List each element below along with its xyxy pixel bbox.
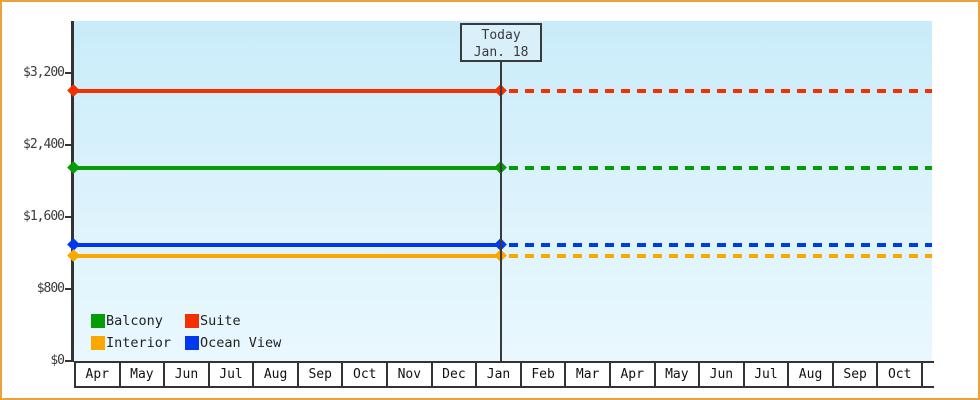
y-tick-label: $0: [50, 353, 65, 368]
x-axis-month-cell: Dec: [432, 363, 478, 386]
series-line-balcony: [74, 166, 502, 171]
legend-item-interior[interactable]: Interior: [91, 335, 185, 351]
y-tick-label: $1,600: [23, 208, 65, 224]
y-tick-label: $2,400: [23, 136, 65, 152]
series-line-ocean-view: [74, 242, 502, 247]
x-axis-month-cell: Jun: [165, 363, 210, 386]
x-axis-month-cell: Jul: [209, 363, 255, 386]
x-axis-month-strip: Apr May Jun Jul Aug Sep Oct Nov Dec Jan Feb Mar Apr M…: [74, 361, 934, 388]
x-axis-month-cell: Sep: [298, 363, 344, 386]
y-tick-mark: [65, 287, 72, 290]
x-axis-month-cell: May: [655, 363, 701, 386]
legend-color-swatch: [91, 336, 105, 350]
legend-color-swatch: [91, 314, 105, 328]
series-forecast-balcony: [509, 166, 932, 171]
plot-area[interactable]: [74, 21, 932, 362]
series-forecast-interior: [509, 254, 932, 259]
legend-label: Balcony: [106, 313, 163, 329]
y-axis: [71, 21, 74, 362]
y-tick-mark: [65, 215, 72, 218]
legend-label: Ocean View: [200, 335, 282, 351]
series-forecast-ocean-view: [509, 242, 932, 247]
chart-legend: Balcony Suite Interior Ocean View: [91, 313, 281, 351]
legend-label: Interior: [106, 335, 172, 351]
legend-color-swatch: [185, 314, 199, 328]
y-tick-label: $3,200: [23, 64, 65, 80]
legend-item-balcony[interactable]: Balcony: [91, 313, 185, 329]
legend-item-suite[interactable]: Suite: [185, 313, 281, 329]
x-axis-month-cell: Oct: [343, 363, 389, 386]
x-axis-month-cell: Sep: [833, 363, 879, 386]
legend-label: Suite: [200, 313, 241, 329]
x-axis-month-cell: Aug: [254, 363, 299, 386]
x-axis-month-cell: Oct: [878, 363, 923, 386]
legend-color-swatch: [185, 336, 199, 350]
y-tick-mark: [65, 143, 72, 146]
x-axis-month-cell: Nov: [388, 363, 433, 386]
today-marker-line: [500, 61, 503, 362]
series-line-suite: [74, 89, 502, 94]
x-axis-month-cell: Jun: [700, 363, 745, 386]
x-axis-month-cell: Jan: [477, 363, 522, 386]
x-axis-month-cell: Aug: [789, 363, 834, 386]
x-axis-month-cell: Apr: [610, 363, 656, 386]
x-axis-month-cell: Jul: [744, 363, 790, 386]
x-axis-month-cell: Apr: [76, 363, 121, 386]
today-annotation-box: Today Jan. 18: [460, 23, 543, 62]
y-tick-label: $800: [36, 280, 65, 296]
today-date-label: Jan. 18: [473, 45, 529, 60]
x-axis-month-cell: Mar: [566, 363, 611, 386]
x-axis-empty-cell: [922, 363, 934, 386]
legend-item-ocean-view[interactable]: Ocean View: [185, 335, 281, 351]
y-tick-mark: [65, 71, 72, 74]
today-label: Today: [481, 28, 521, 43]
x-axis-month-cell: May: [120, 363, 166, 386]
series-forecast-suite: [509, 89, 932, 94]
series-line-interior: [74, 254, 502, 259]
x-axis-month-cell: Feb: [521, 363, 567, 386]
y-tick-mark: [65, 360, 72, 362]
